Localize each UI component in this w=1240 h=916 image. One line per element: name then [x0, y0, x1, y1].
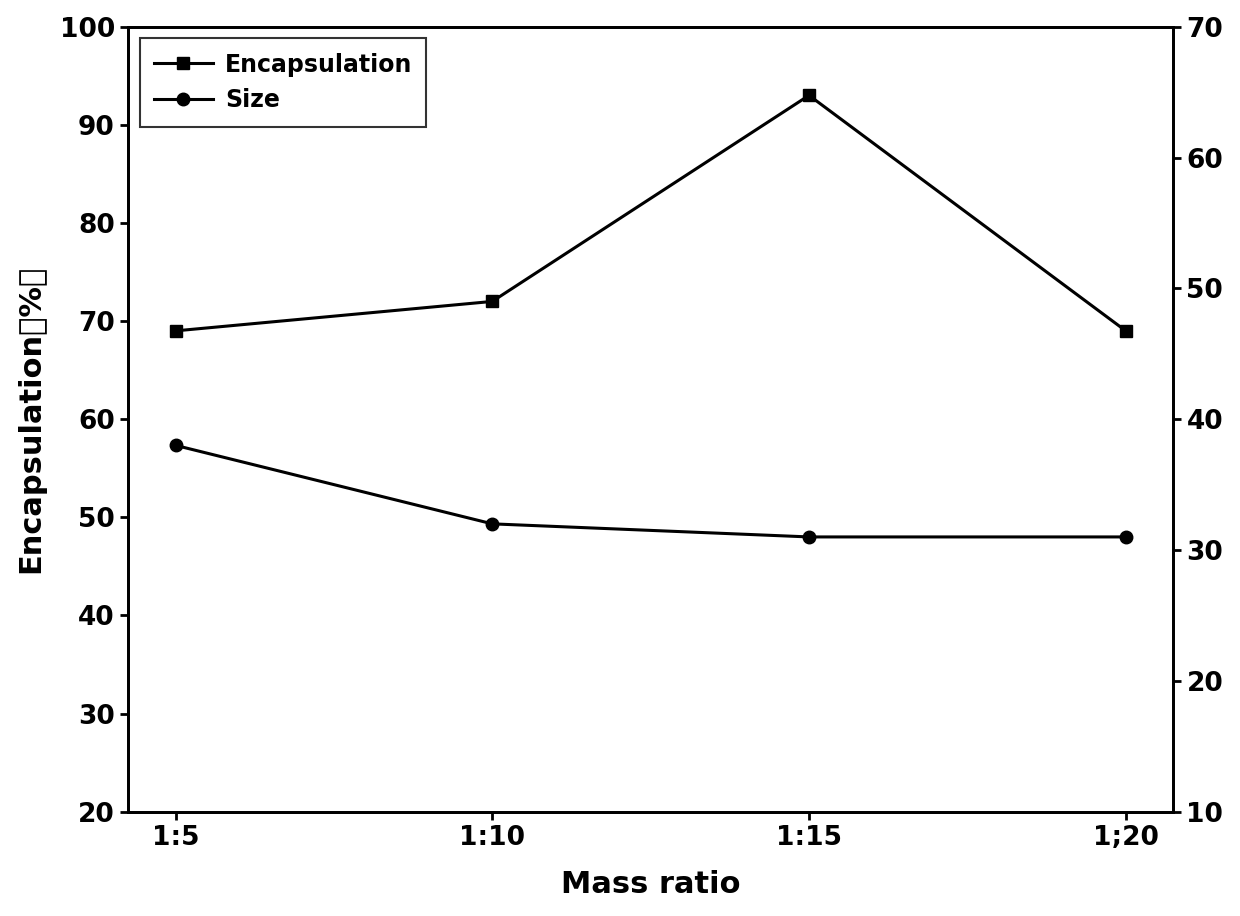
Line: Encapsulation: Encapsulation [170, 89, 1132, 337]
Y-axis label: Encapsulation（%）: Encapsulation（%） [16, 265, 46, 573]
Size [485, 518, 500, 529]
Encapsulation [801, 90, 816, 101]
X-axis label: Mass ratio: Mass ratio [560, 870, 740, 900]
Legend: Encapsulation, Size: Encapsulation, Size [140, 38, 427, 126]
Encapsulation [1118, 325, 1133, 336]
Line: Size: Size [170, 439, 1132, 543]
Encapsulation [169, 325, 184, 336]
Encapsulation [485, 296, 500, 307]
Size [1118, 531, 1133, 542]
Size [169, 440, 184, 451]
Size [801, 531, 816, 542]
